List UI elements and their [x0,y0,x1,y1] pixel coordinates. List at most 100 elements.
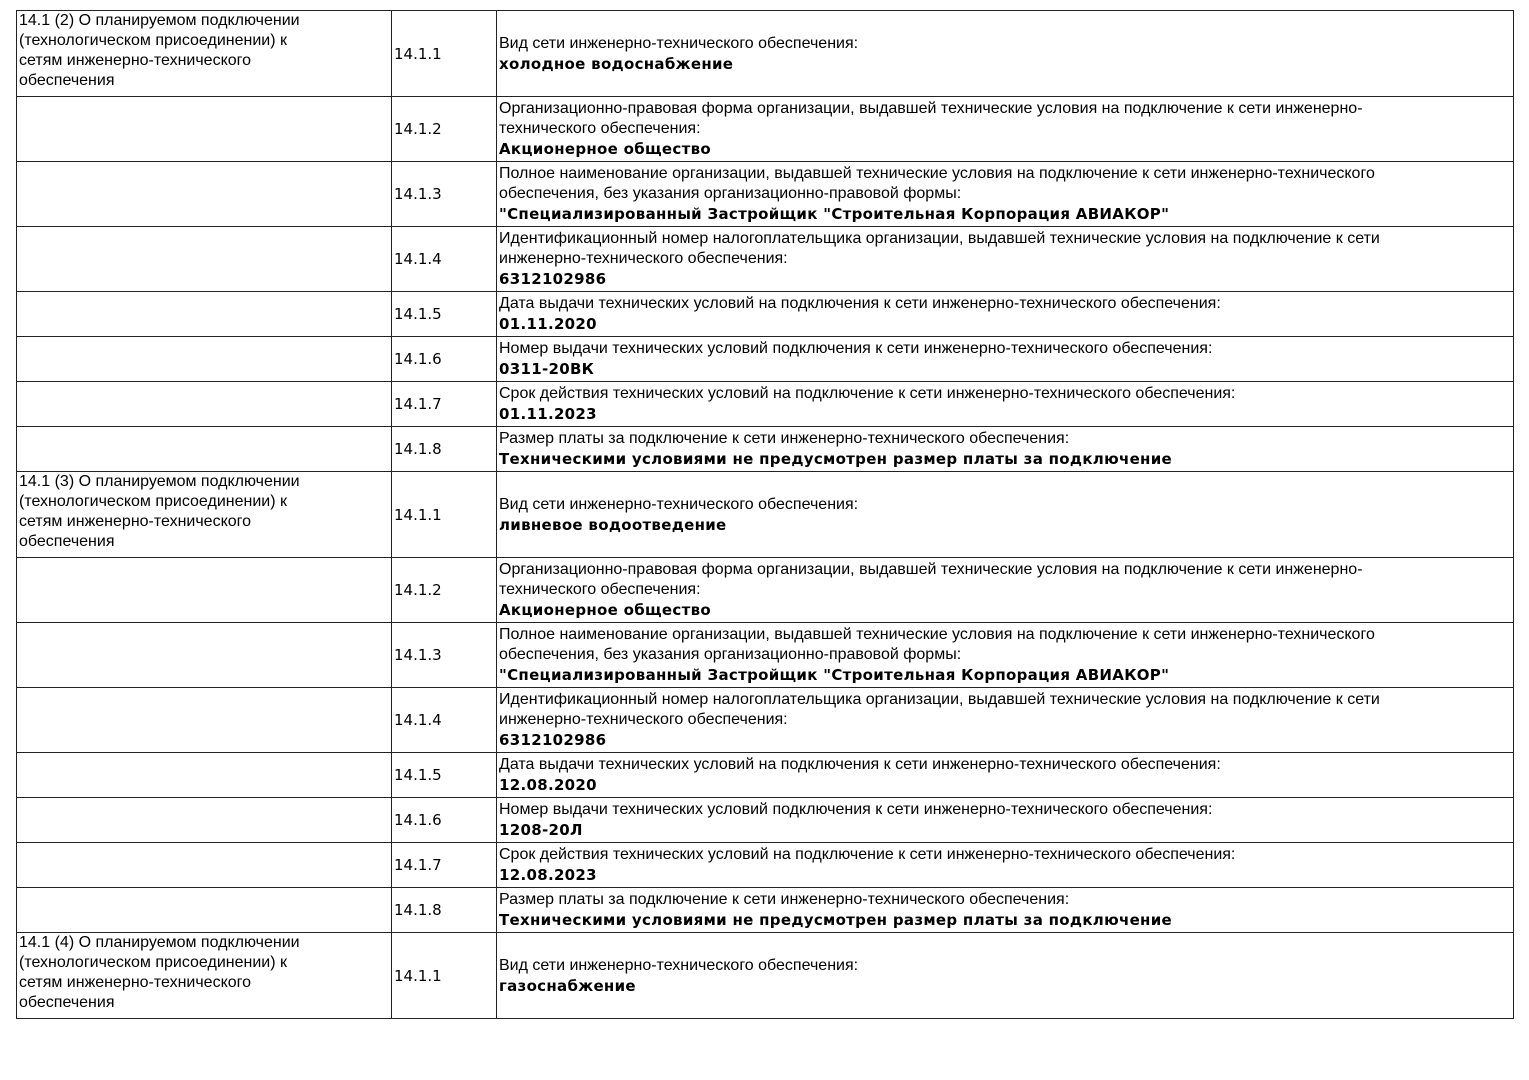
section-title-line: сетям инженерно-технического [19,513,252,530]
item-value: "Специализированный Застройщик "Строител… [499,666,1170,684]
item-description: инженерно-технического обеспечения: [499,250,788,267]
section-title-cell [16,226,392,292]
connection-info-table: 14.1 (2) О планируемом подключении (техно… [16,10,1514,1019]
table-row: 14.1 (3) О планируемом подключении (техно… [16,471,1514,558]
table-row: 14.1.6 Номер выдачи технических условий п… [16,797,1514,843]
item-value: "Специализированный Застройщик "Строител… [499,205,1170,223]
item-value: газоснабжение [499,976,636,995]
item-description: Полное наименование организации, выдавше… [499,626,1375,643]
section-title-cell [16,336,392,382]
section-title-line: обеспечения [19,533,115,550]
table-row: 14.1.3 Полное наименование организации, в… [16,622,1514,688]
item-description: технического обеспечения: [499,581,701,598]
section-title-cell: 14.1 (4) О планируемом подключении (техно… [16,932,392,1019]
item-description: Вид сети инженерно-технического обеспече… [499,956,859,974]
section-title-line: 14.1 (2) О планируемом подключении [19,12,300,29]
table-row: 14.1 (2) О планируемом подключении (техно… [16,10,1514,97]
item-value: 01.11.2023 [499,405,597,423]
item-value: Акционерное общество [499,140,711,158]
item-value: холодное водоснабжение [499,54,734,73]
item-description: Вид сети инженерно-технического обеспече… [499,34,859,52]
item-content: Организационно-правовая форма организаци… [496,96,1514,162]
item-value: 6312102986 [499,731,607,749]
item-content: Размер платы за подключение к сети инжен… [496,426,1514,472]
item-content: Номер выдачи технических условий подключ… [496,336,1514,382]
item-content: Дата выдачи технических условий на подкл… [496,752,1514,798]
item-number: 14.1.6 [391,797,497,843]
item-description: обеспечения, без указания организационно… [499,185,962,202]
item-content: Срок действия технических условий на под… [496,381,1514,427]
item-content: Полное наименование организации, выдавше… [496,622,1514,688]
table-row: 14.1.8 Размер платы за подключение к сети… [16,887,1514,933]
item-content: Размер платы за подключение к сети инжен… [496,887,1514,933]
item-number: 14.1.7 [391,381,497,427]
item-content: Срок действия технических условий на под… [496,842,1514,888]
item-content: Организационно-правовая форма организаци… [496,557,1514,623]
section-title-cell [16,842,392,888]
section-title-cell [16,687,392,753]
item-description: Срок действия технических условий на под… [499,846,1236,863]
item-number: 14.1.8 [391,426,497,472]
item-number: 14.1.6 [391,336,497,382]
item-value: 1208-20Л [499,821,583,839]
item-description: инженерно-технического обеспечения: [499,711,788,728]
section-title-line: (технологическом присоединении) к [19,954,287,971]
item-value: 01.11.2020 [499,315,597,333]
item-content: Вид сети инженерно-технического обеспече… [496,10,1514,97]
item-number: 14.1.8 [391,887,497,933]
item-value: ливневое водоотведение [499,515,727,534]
section-title-cell: 14.1 (2) О планируемом подключении (техно… [16,10,392,97]
item-content: Номер выдачи технических условий подключ… [496,797,1514,843]
section-title-line: обеспечения [19,994,115,1011]
item-content: Вид сети инженерно-технического обеспече… [496,471,1514,558]
item-content: Идентификационный номер налогоплательщик… [496,687,1514,753]
item-content: Полное наименование организации, выдавше… [496,161,1514,227]
section-title-line: (технологическом присоединении) к [19,493,287,510]
table-row: 14.1.7 Срок действия технических условий … [16,842,1514,888]
section-title-cell [16,426,392,472]
table-row: 14.1.3 Полное наименование организации, в… [16,161,1514,227]
section-title-cell [16,622,392,688]
section-title-cell [16,291,392,337]
item-number: 14.1.7 [391,842,497,888]
item-value: 6312102986 [499,270,607,288]
item-value: Акционерное общество [499,601,711,619]
item-number: 14.1.3 [391,622,497,688]
item-description: Организационно-правовая форма организаци… [499,561,1363,578]
table-row: 14.1.5 Дата выдачи технических условий на… [16,752,1514,798]
item-value: Техническими условиями не предусмотрен р… [499,450,1172,468]
section-title-cell [16,887,392,933]
section-title-line: (технологическом присоединении) к [19,32,287,49]
item-number: 14.1.1 [391,932,497,1019]
item-number: 14.1.2 [391,557,497,623]
item-number: 14.1.1 [391,471,497,558]
item-description: Полное наименование организации, выдавше… [499,165,1375,182]
section-title-cell [16,752,392,798]
section-title-cell [16,797,392,843]
table-row: 14.1.7 Срок действия технических условий … [16,381,1514,427]
item-description: Идентификационный номер налогоплательщик… [499,230,1380,247]
section-title-line: сетям инженерно-технического [19,52,252,69]
item-number: 14.1.5 [391,752,497,798]
item-number: 14.1.4 [391,226,497,292]
item-description: обеспечения, без указания организационно… [499,646,962,663]
item-description: Организационно-правовая форма организаци… [499,100,1363,117]
section-title-line: сетям инженерно-технического [19,974,252,991]
item-description: Срок действия технических условий на под… [499,385,1236,402]
item-description: Дата выдачи технических условий на подкл… [499,295,1221,312]
item-description: Идентификационный номер налогоплательщик… [499,691,1380,708]
item-value: 12.08.2023 [499,866,597,884]
section-title-line: обеспечения [19,72,115,89]
section-title-cell [16,557,392,623]
item-description: Вид сети инженерно-технического обеспече… [499,495,859,513]
item-number: 14.1.4 [391,687,497,753]
section-title-cell [16,161,392,227]
table-row: 14.1.5 Дата выдачи технических условий на… [16,291,1514,337]
item-description: Размер платы за подключение к сети инжен… [499,430,1070,447]
item-description: Номер выдачи технических условий подключ… [499,801,1213,818]
table-row: 14.1.4 Идентификационный номер налогоплат… [16,226,1514,292]
table-row: 14.1.2 Организационно-правовая форма орга… [16,96,1514,162]
table-row: 14.1.8 Размер платы за подключение к сети… [16,426,1514,472]
item-value: Техническими условиями не предусмотрен р… [499,911,1172,929]
item-description: Дата выдачи технических условий на подкл… [499,756,1221,773]
